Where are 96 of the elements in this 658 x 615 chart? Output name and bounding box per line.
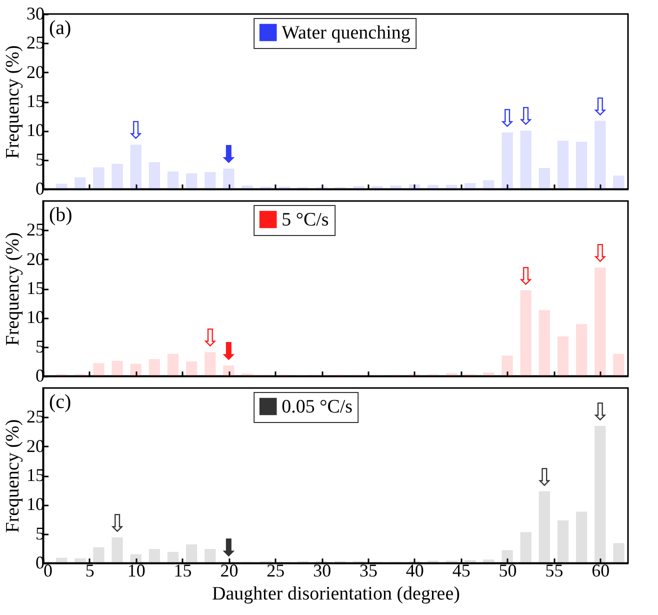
x-tick-label: 20	[220, 560, 238, 580]
bar	[223, 366, 234, 376]
bar	[594, 268, 606, 376]
bar	[167, 172, 179, 189]
bar	[557, 140, 569, 189]
bar	[502, 550, 513, 563]
bar	[74, 177, 86, 189]
bar	[594, 426, 606, 563]
bar	[427, 184, 439, 189]
bar	[502, 132, 513, 189]
y-axis-title: Frequency (%)	[2, 419, 24, 533]
bar	[112, 164, 123, 189]
bar	[204, 352, 216, 376]
annotation: ⬇	[218, 534, 239, 562]
bar	[186, 173, 198, 189]
bar	[446, 373, 458, 376]
bar	[242, 186, 253, 189]
bar	[520, 130, 532, 189]
x-tick-label: 25	[266, 560, 285, 580]
bar	[576, 324, 588, 376]
bar	[74, 558, 86, 563]
bar	[186, 544, 198, 563]
bar	[130, 554, 142, 563]
bar	[464, 183, 476, 189]
annotation: ⬇	[218, 140, 239, 169]
bar	[130, 144, 142, 189]
annotation: ⬇	[218, 338, 239, 366]
bar	[483, 372, 494, 376]
bar	[576, 512, 588, 563]
bar	[408, 184, 420, 189]
annotation: ⇩	[590, 240, 610, 268]
bar	[204, 172, 216, 189]
bar	[130, 364, 142, 376]
bar	[148, 359, 160, 376]
annotation: ⇩	[516, 262, 536, 290]
annotation: ⇩	[107, 509, 128, 538]
x-tick-label: 55	[545, 560, 564, 580]
bar	[483, 560, 494, 563]
bar	[594, 120, 606, 189]
y-axis-title: Frequency (%)	[2, 232, 24, 346]
bar	[520, 290, 532, 376]
x-tick-label: 60	[592, 560, 610, 580]
bar	[186, 361, 198, 376]
bar	[223, 168, 234, 189]
bar	[613, 543, 624, 563]
annotation: ⇩	[516, 102, 536, 131]
bar	[613, 176, 624, 189]
x-tick-label: 35	[360, 560, 378, 580]
x-axis-title: Daughter disorientation (degree)	[212, 584, 460, 604]
legend-label: Water quenching	[282, 22, 411, 44]
bar	[93, 363, 104, 376]
bar	[557, 520, 569, 563]
bar	[483, 180, 494, 189]
x-tick-label: 10	[127, 560, 146, 580]
x-tick-label: 40	[406, 560, 424, 580]
annotation: ⇩	[590, 398, 610, 426]
bar	[93, 167, 104, 189]
bar	[56, 558, 68, 563]
x-tick-label: 50	[498, 560, 517, 580]
bar	[93, 547, 104, 563]
bar	[538, 310, 550, 376]
bar	[204, 549, 216, 563]
y-axis-title: Frequency (%)	[2, 45, 24, 159]
bar	[538, 168, 550, 189]
bar	[557, 336, 569, 376]
bar	[520, 532, 532, 563]
bar	[613, 354, 624, 376]
annotation: (a)	[49, 17, 72, 39]
legend-label: 0.05 °C/s	[282, 396, 353, 418]
bar	[148, 162, 160, 189]
bar	[576, 142, 588, 189]
bar	[446, 184, 458, 189]
bar	[167, 552, 179, 563]
x-tick-label: 30	[313, 560, 332, 580]
bar	[167, 354, 179, 376]
annotation: ⇩	[590, 92, 610, 121]
annotation: ⇩	[497, 104, 518, 132]
legend-label: 5 °C/s	[282, 210, 329, 230]
x-tick-label: 5	[85, 560, 94, 580]
bar	[502, 356, 513, 376]
x-tick-label: 15	[174, 560, 192, 580]
bar	[353, 186, 364, 189]
bar	[56, 184, 68, 189]
bar	[390, 186, 402, 189]
bar	[538, 491, 550, 563]
annotation: ⇩	[126, 116, 146, 145]
bar	[112, 360, 123, 376]
bar	[464, 560, 476, 563]
annotation: (b)	[49, 204, 72, 226]
annotation: ⇩	[534, 463, 554, 492]
bar	[372, 186, 383, 189]
annotation: ⇩	[200, 324, 220, 352]
annotation: (c)	[49, 391, 72, 413]
bar	[112, 537, 123, 563]
x-tick-label: 45	[452, 560, 470, 580]
bar	[148, 549, 160, 563]
